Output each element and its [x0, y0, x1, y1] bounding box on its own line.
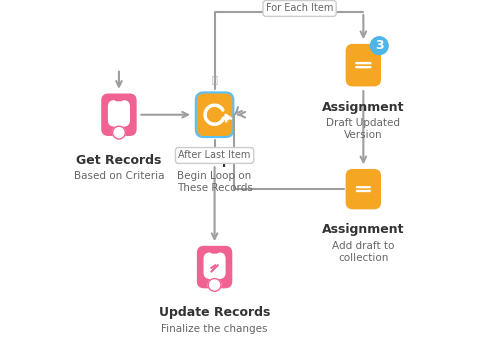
FancyBboxPatch shape: [194, 91, 234, 138]
Text: Get Records: Get Records: [76, 154, 162, 167]
FancyBboxPatch shape: [204, 252, 226, 279]
Text: Loop: Loop: [198, 154, 232, 167]
FancyBboxPatch shape: [108, 100, 130, 127]
Text: Assignment: Assignment: [322, 223, 404, 236]
Circle shape: [208, 278, 221, 291]
FancyBboxPatch shape: [114, 97, 124, 101]
Circle shape: [112, 126, 126, 139]
Text: Draft Updated
Version: Draft Updated Version: [326, 118, 400, 140]
Text: For Each Item: For Each Item: [266, 4, 334, 14]
FancyBboxPatch shape: [197, 94, 232, 136]
FancyBboxPatch shape: [346, 44, 381, 86]
Circle shape: [370, 37, 388, 55]
FancyBboxPatch shape: [346, 169, 381, 209]
FancyBboxPatch shape: [356, 190, 372, 192]
Text: Based on Criteria: Based on Criteria: [74, 171, 164, 181]
Text: 🗑: 🗑: [212, 74, 218, 84]
Text: Begin Loop on
These Records: Begin Loop on These Records: [176, 171, 252, 193]
FancyBboxPatch shape: [355, 66, 372, 69]
Text: Add draft to
collection: Add draft to collection: [332, 241, 394, 263]
Text: Finalize the changes: Finalize the changes: [162, 324, 268, 334]
Text: 3: 3: [375, 39, 384, 52]
Text: Update Records: Update Records: [159, 306, 270, 319]
FancyBboxPatch shape: [197, 246, 232, 288]
FancyBboxPatch shape: [210, 250, 220, 254]
Text: Assignment: Assignment: [322, 101, 404, 114]
Text: After Last Item: After Last Item: [178, 151, 251, 161]
FancyBboxPatch shape: [355, 62, 372, 64]
FancyBboxPatch shape: [101, 94, 136, 136]
FancyBboxPatch shape: [356, 186, 372, 188]
